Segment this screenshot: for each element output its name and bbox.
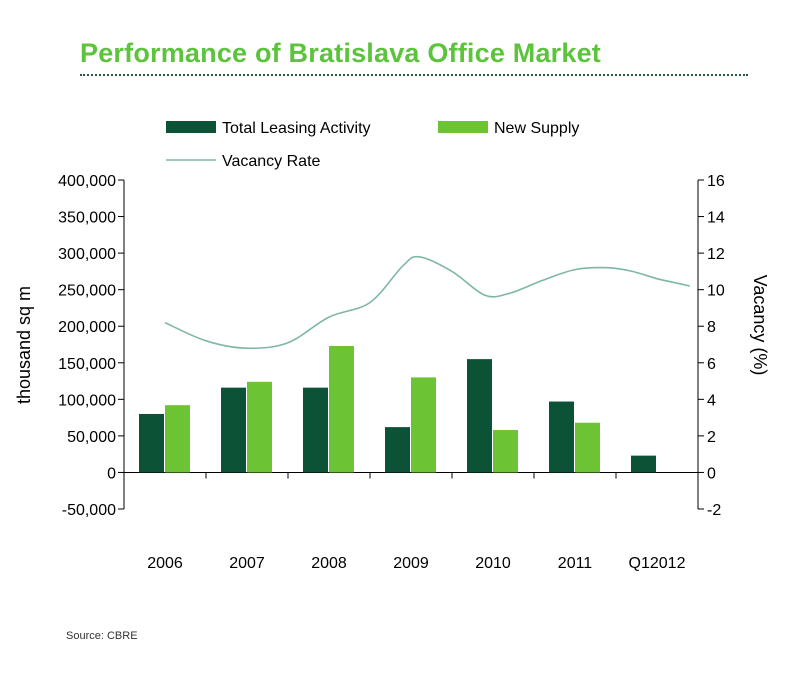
y-axis-title: thousand sq m <box>14 286 34 404</box>
y-tick-label: 400,000 <box>58 173 116 190</box>
y-tick-label: 50,000 <box>67 429 116 446</box>
y-tick-label: 0 <box>107 465 116 482</box>
y2-tick-label: -2 <box>707 502 721 519</box>
y2-tick-label: 14 <box>707 210 725 227</box>
axes: -50,000 0 50,000 100,000 150,000 200,000 250,0… <box>58 173 725 572</box>
legend-label-leasing: Total Leasing Activity <box>222 120 371 137</box>
bar-new-supply <box>493 430 518 473</box>
legend: Total Leasing Activity New Supply Vacanc… <box>166 120 579 170</box>
y2-tick-label: 16 <box>707 173 725 190</box>
y2-tick-label: 4 <box>707 392 716 409</box>
bar-total-leasing <box>549 401 574 473</box>
bar-total-leasing <box>385 427 410 473</box>
bar-new-supply <box>575 422 600 473</box>
bar-new-supply <box>247 381 272 473</box>
vacancy-line-group <box>164 255 690 350</box>
y2-tick-label: 2 <box>707 429 716 446</box>
x-tick-label: 2009 <box>393 555 429 572</box>
legend-swatch-supply <box>438 121 488 133</box>
y-tick-label: 350,000 <box>58 210 116 227</box>
x-tick-label: 2011 <box>558 555 593 572</box>
y2-axis-title: Vacancy (%) <box>750 275 770 376</box>
y2-tick-label: 6 <box>707 356 716 373</box>
x-tick-label: 2006 <box>147 555 183 572</box>
chart-title: Performance of Bratislava Office Market <box>80 38 601 68</box>
bar-new-supply <box>165 405 190 473</box>
bar-new-supply <box>329 345 354 473</box>
x-tick-label: 2007 <box>229 555 265 572</box>
y2-tick-label: 8 <box>707 319 716 336</box>
y2-tick-label: 0 <box>707 465 716 482</box>
bars <box>139 345 656 473</box>
y-tick-label: 150,000 <box>58 356 116 373</box>
bar-total-leasing <box>303 387 328 473</box>
bar-total-leasing <box>221 387 246 473</box>
y2-tick-label: 10 <box>707 283 725 300</box>
office-market-chart: Total Leasing Activity New Supply Vacanc… <box>14 120 770 572</box>
y2-tick-label: 12 <box>707 246 725 263</box>
bar-new-supply <box>411 377 436 473</box>
y-tick-label: 200,000 <box>58 319 116 336</box>
legend-label-supply: New Supply <box>494 120 579 137</box>
bar-total-leasing <box>631 455 656 473</box>
bar-total-leasing <box>139 413 164 473</box>
y-tick-label: 300,000 <box>58 246 116 263</box>
y-tick-label: 100,000 <box>58 392 116 409</box>
x-tick-label: 2010 <box>475 555 511 572</box>
x-tick-label: 2008 <box>311 555 347 572</box>
title-divider <box>80 74 748 76</box>
bar-total-leasing <box>467 359 492 473</box>
x-tick-label: Q12012 <box>629 555 686 572</box>
legend-swatch-leasing <box>166 121 216 133</box>
y-tick-label: -50,000 <box>62 502 116 519</box>
legend-label-vacancy: Vacancy Rate <box>222 153 321 170</box>
source-note: Source: CBRE <box>66 630 138 642</box>
y-tick-label: 250,000 <box>58 283 116 300</box>
vacancy-rate-line <box>164 255 690 350</box>
